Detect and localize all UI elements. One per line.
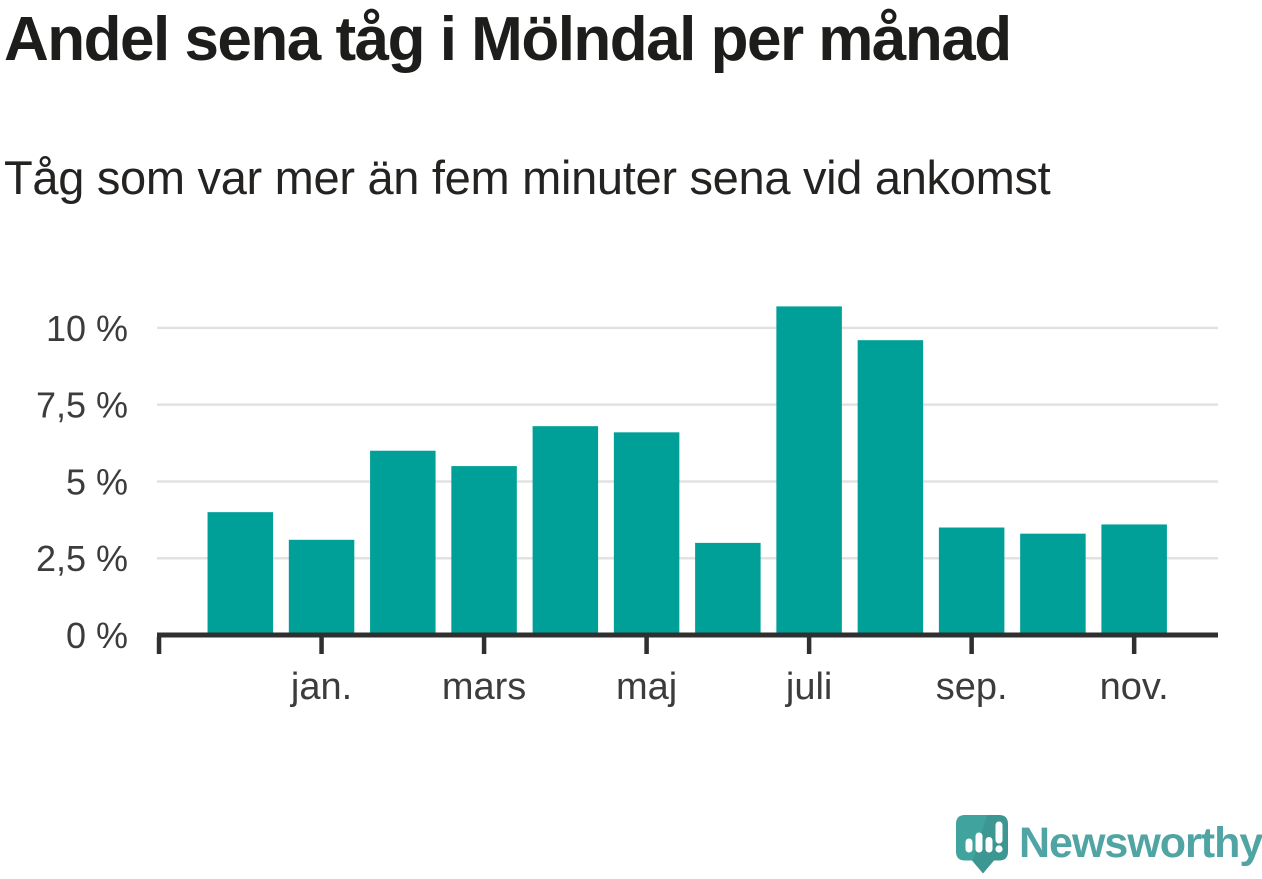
bar-juni [695, 542, 761, 637]
x-axis-tick-label: nov. [1100, 666, 1169, 708]
bar-maj [613, 432, 680, 637]
bar-sep. [938, 527, 1005, 637]
gridlines [157, 326, 1218, 560]
logo-exclamation-bar [995, 821, 1003, 844]
x-axis-tick [1131, 637, 1137, 654]
x-axis-line [157, 632, 1218, 638]
logo-exclamation-dot [995, 845, 1003, 853]
y-axis-tick-label: 2,5 % [36, 538, 128, 579]
bar-aug. [857, 340, 924, 637]
bar-nov. [1101, 524, 1167, 637]
x-axis-tick [156, 637, 162, 654]
logo-mini-bar-2 [975, 832, 983, 853]
bar-mars [451, 466, 517, 637]
y-axis-tick-label: 0 % [66, 615, 128, 656]
x-axis-tick-label: mars [442, 666, 526, 708]
bar-apr. [532, 426, 599, 637]
bar-feb. [370, 450, 436, 637]
chart-title: Andel sena tåg i Mölndal per månad [4, 5, 1012, 74]
y-axis-tick-label: 10 % [46, 308, 128, 349]
x-axis-tick-label: maj [616, 666, 677, 708]
x-axis-tick-label: sep. [936, 666, 1008, 708]
logo-mini-bar-1 [965, 838, 973, 853]
newsworthy-logo-icon [956, 815, 1008, 874]
y-axis-tick-label: 7,5 % [36, 385, 128, 426]
x-axis-tick [806, 637, 812, 654]
bar-okt. [1020, 533, 1086, 637]
x-axis-tick-label: jan. [290, 666, 352, 708]
chart-subtitle: Tåg som var mer än fem minuter sena vid … [4, 151, 1051, 204]
axis-labels: 0 % 2,5 % 5 % 7,5 % 10 % jan. mars maj juli sep. n… [36, 308, 1169, 708]
x-axis [156, 632, 1218, 654]
y-axis-tick-label: 5 % [66, 461, 128, 502]
x-axis-tick [969, 637, 974, 654]
bar-jan. [288, 539, 355, 637]
x-axis-tick [481, 637, 487, 654]
x-axis-tick-label: juli [785, 666, 832, 708]
brand-footer: Newsworthy [953, 812, 1262, 876]
x-axis-tick [644, 637, 649, 654]
brand-name: Newsworthy [1019, 819, 1262, 867]
bar-juli [776, 306, 842, 637]
logo-mini-bar-3 [985, 837, 993, 853]
x-axis-tick [319, 637, 324, 654]
bars [207, 306, 1167, 637]
bar-dec. [207, 512, 274, 637]
